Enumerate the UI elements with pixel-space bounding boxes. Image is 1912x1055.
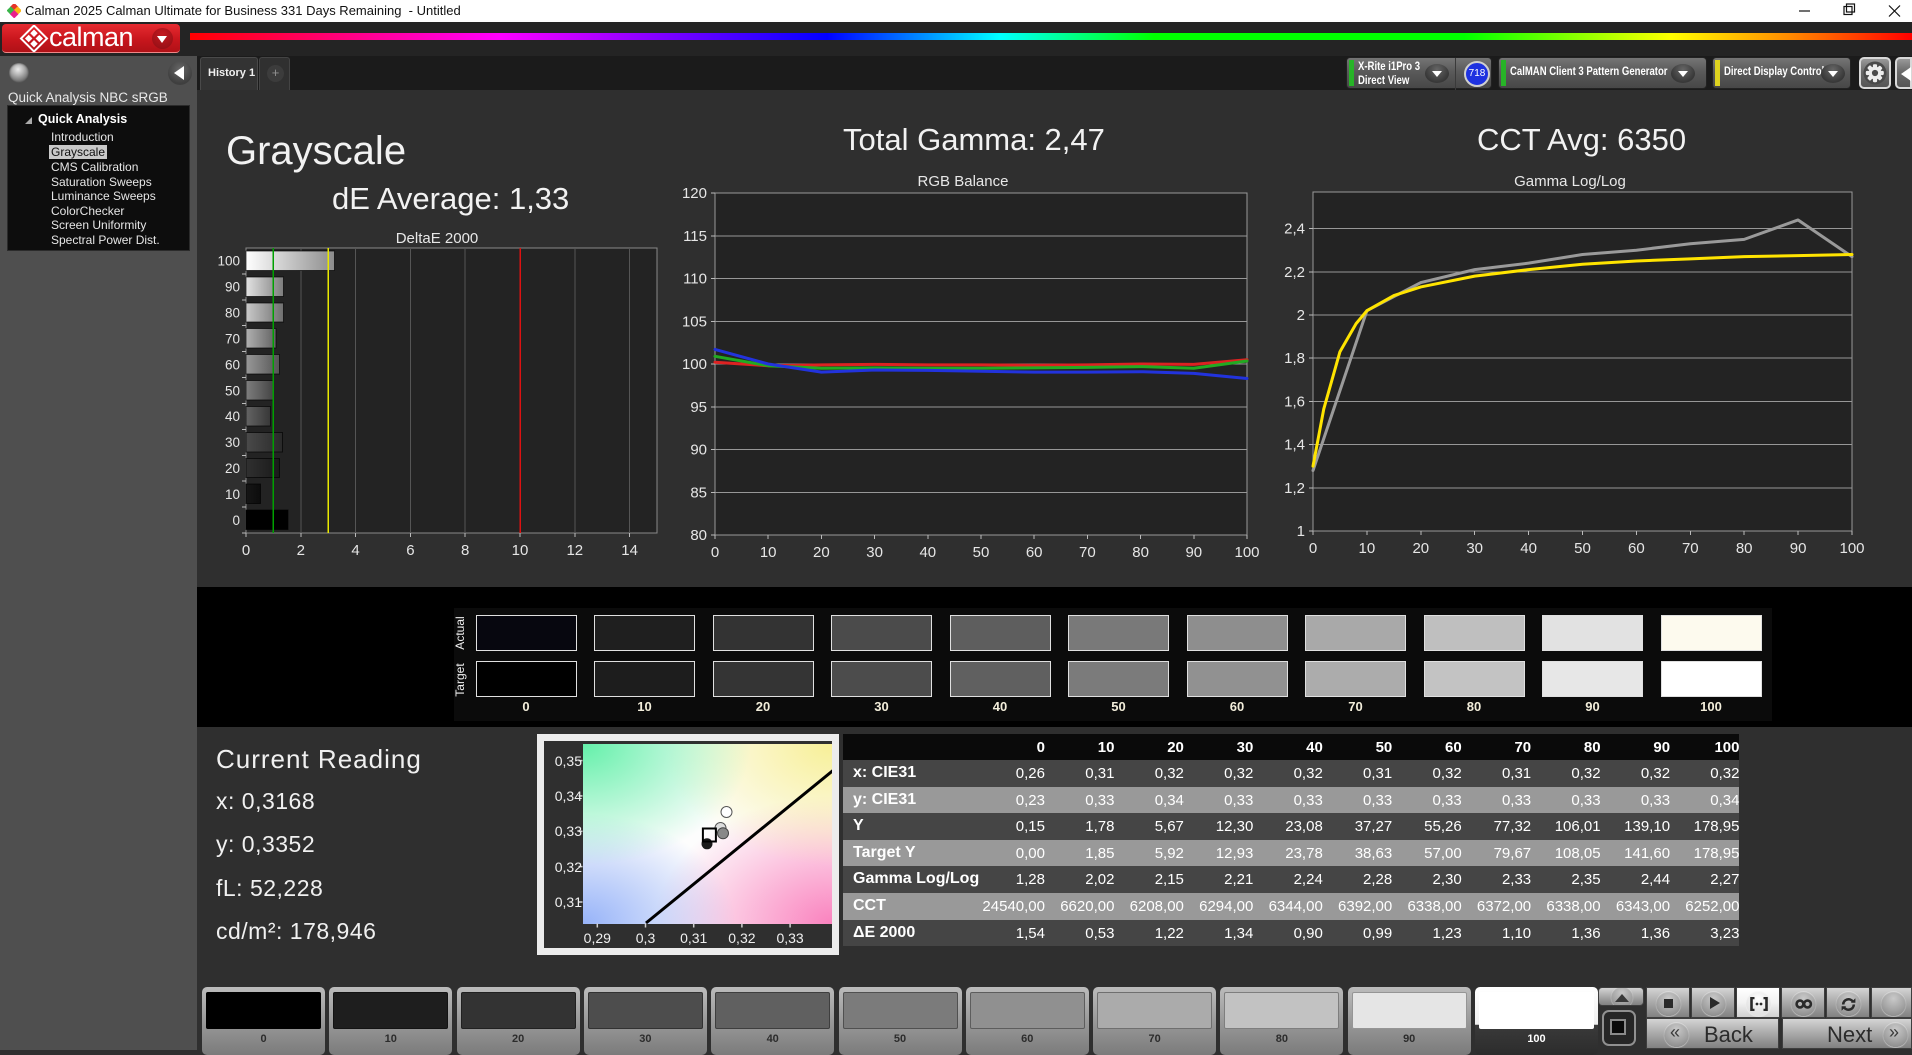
svg-text:40: 40 [919, 544, 936, 561]
svg-text:1,6: 1,6 [1284, 393, 1305, 410]
svg-text:2,2: 2,2 [1284, 264, 1305, 281]
svg-text:2: 2 [297, 542, 305, 559]
svg-text:0: 0 [1309, 540, 1317, 557]
svg-text:80: 80 [690, 527, 707, 544]
svg-text:1: 1 [1297, 523, 1305, 540]
svg-text:110: 110 [683, 271, 707, 288]
svg-text:90: 90 [690, 442, 707, 459]
svg-text:1,2: 1,2 [1284, 480, 1305, 497]
svg-text:70: 70 [1682, 540, 1699, 557]
svg-text:90: 90 [225, 280, 240, 295]
svg-text:30: 30 [225, 435, 240, 450]
svg-text:12: 12 [566, 542, 583, 559]
svg-text:0: 0 [232, 513, 240, 528]
svg-text:20: 20 [225, 461, 240, 476]
svg-text:30: 30 [866, 544, 883, 561]
svg-text:100: 100 [1839, 540, 1864, 557]
svg-text:RGB Balance: RGB Balance [918, 173, 1009, 190]
svg-text:6: 6 [406, 542, 414, 559]
svg-text:DeltaE 2000: DeltaE 2000 [396, 230, 479, 247]
svg-text:20: 20 [813, 544, 830, 561]
svg-text:90: 90 [1790, 540, 1807, 557]
svg-text:2: 2 [1297, 307, 1305, 324]
svg-text:0: 0 [711, 544, 719, 561]
svg-text:50: 50 [225, 383, 240, 398]
svg-text:40: 40 [225, 409, 240, 424]
svg-text:100: 100 [682, 356, 707, 373]
svg-text:10: 10 [512, 542, 529, 559]
svg-text:1,8: 1,8 [1284, 350, 1305, 367]
svg-text:70: 70 [1079, 544, 1096, 561]
svg-text:20: 20 [1412, 540, 1429, 557]
svg-text:70: 70 [225, 331, 240, 346]
svg-text:105: 105 [682, 313, 707, 330]
svg-text:1,4: 1,4 [1284, 437, 1305, 454]
svg-text:2,4: 2,4 [1284, 221, 1305, 238]
svg-text:8: 8 [461, 542, 469, 559]
svg-text:90: 90 [1185, 544, 1202, 561]
svg-text:10: 10 [760, 544, 777, 561]
svg-text:40: 40 [1520, 540, 1537, 557]
svg-text:115: 115 [683, 228, 707, 245]
svg-text:10: 10 [1359, 540, 1376, 557]
svg-text:85: 85 [690, 484, 707, 501]
svg-text:50: 50 [1574, 540, 1591, 557]
svg-text:10: 10 [225, 487, 240, 502]
svg-text:60: 60 [1026, 544, 1043, 561]
svg-text:30: 30 [1466, 540, 1483, 557]
svg-text:60: 60 [1628, 540, 1645, 557]
svg-text:14: 14 [621, 542, 638, 559]
svg-text:100: 100 [1234, 544, 1259, 561]
svg-text:0: 0 [242, 542, 250, 559]
svg-text:95: 95 [690, 399, 707, 416]
svg-text:100: 100 [217, 254, 240, 269]
svg-text:60: 60 [225, 357, 240, 372]
svg-text:50: 50 [973, 544, 990, 561]
svg-text:4: 4 [351, 542, 359, 559]
svg-text:80: 80 [1132, 544, 1149, 561]
svg-text:80: 80 [1736, 540, 1753, 557]
svg-text:Gamma Log/Log: Gamma Log/Log [1514, 173, 1626, 190]
svg-text:120: 120 [682, 185, 707, 202]
svg-text:80: 80 [225, 306, 240, 321]
